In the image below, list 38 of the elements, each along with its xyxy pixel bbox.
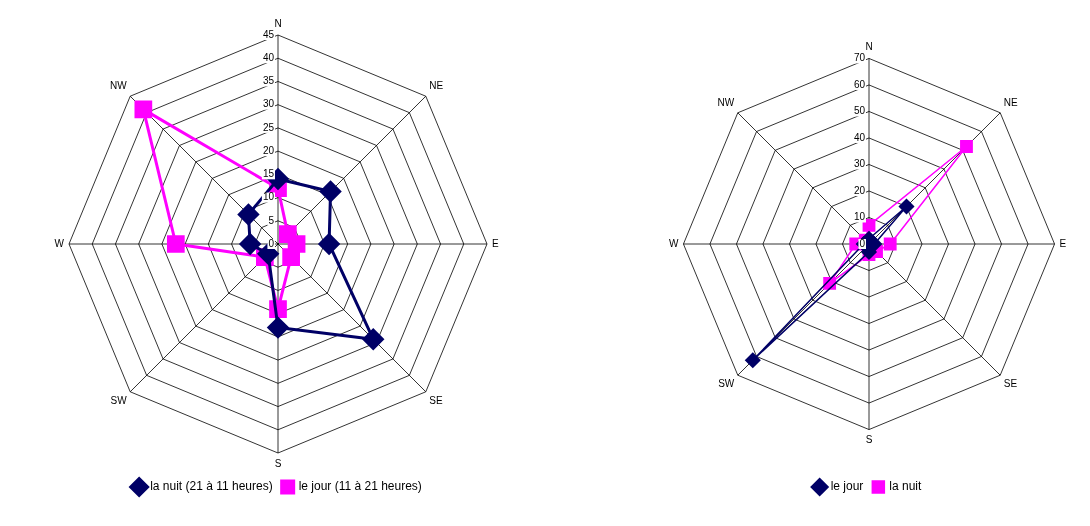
spoke-label: SE: [429, 395, 443, 407]
spoke-label: E: [1059, 237, 1067, 249]
y-tick-label: 40: [262, 51, 275, 63]
legend-label: le jour: [830, 479, 864, 494]
legend-label: le jour (11 à 21 heures): [298, 479, 422, 494]
spoke-label: NE: [1003, 97, 1018, 108]
y-tick-label: 25: [262, 121, 275, 133]
spoke-label: SW: [718, 378, 735, 390]
spoke-label: W: [668, 237, 679, 249]
y-tick-label: 30: [262, 98, 275, 110]
y-tick-label: 15: [262, 168, 275, 180]
y-tick-label: 50: [853, 105, 866, 117]
spoke-label: E: [492, 237, 499, 249]
y-tick-label: 45: [262, 28, 275, 40]
spoke-label: SE: [1003, 378, 1018, 390]
y-tick-label: 40: [853, 131, 866, 143]
spoke-label: NW: [110, 80, 128, 92]
y-tick-label: 30: [853, 158, 866, 170]
y-tick-label: 5: [268, 214, 275, 226]
spoke-label: W: [54, 237, 65, 249]
spoke-label: NW: [717, 97, 735, 108]
y-tick-label: 20: [853, 184, 866, 196]
spoke-label: S: [865, 434, 873, 446]
y-tick-label: 10: [853, 211, 866, 223]
spoke-label: N: [865, 41, 873, 53]
y-tick-label: 70: [853, 52, 866, 64]
y-tick-label: 0: [859, 237, 866, 249]
y-tick-label: 0: [268, 237, 275, 249]
spoke-label: N: [274, 17, 282, 29]
spoke-label: SW: [110, 395, 128, 407]
spoke-label: S: [274, 457, 282, 469]
y-tick-label: 60: [853, 78, 866, 90]
y-tick-label: 35: [262, 75, 275, 87]
y-tick-label: 10: [262, 191, 275, 203]
y-tick-label: 20: [262, 144, 275, 156]
legend-label: la nuit (21 à 11 heures): [150, 479, 273, 494]
spoke-label: NE: [429, 80, 444, 92]
legend-label: la nuit: [889, 479, 923, 494]
